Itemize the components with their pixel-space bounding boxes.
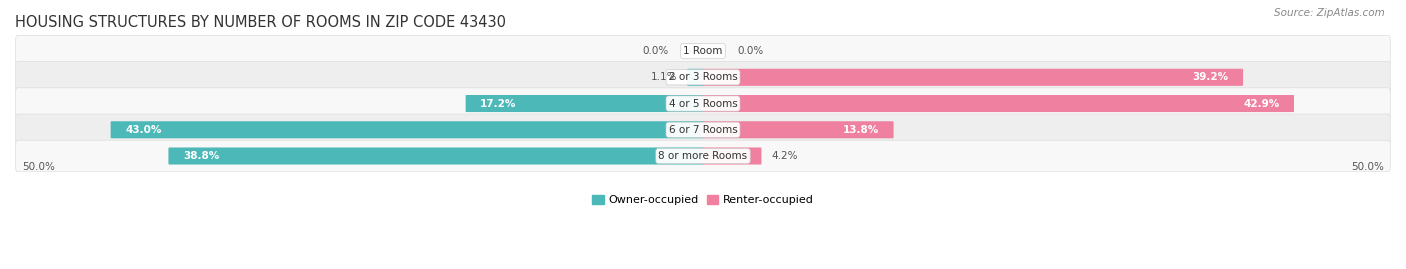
FancyBboxPatch shape [15, 140, 1391, 172]
Text: 0.0%: 0.0% [643, 46, 669, 56]
Text: 39.2%: 39.2% [1192, 72, 1229, 82]
Text: 6 or 7 Rooms: 6 or 7 Rooms [669, 125, 737, 135]
FancyBboxPatch shape [169, 147, 703, 165]
Text: 43.0%: 43.0% [125, 125, 162, 135]
Text: 8 or more Rooms: 8 or more Rooms [658, 151, 748, 161]
Text: Source: ZipAtlas.com: Source: ZipAtlas.com [1274, 8, 1385, 18]
FancyBboxPatch shape [465, 95, 703, 112]
Text: 38.8%: 38.8% [183, 151, 219, 161]
Text: 1 Room: 1 Room [683, 46, 723, 56]
Legend: Owner-occupied, Renter-occupied: Owner-occupied, Renter-occupied [588, 191, 818, 210]
Text: 0.0%: 0.0% [737, 46, 763, 56]
FancyBboxPatch shape [703, 121, 894, 138]
FancyBboxPatch shape [703, 95, 1294, 112]
Text: 4.2%: 4.2% [772, 151, 799, 161]
FancyBboxPatch shape [15, 35, 1391, 67]
Text: 17.2%: 17.2% [479, 98, 516, 109]
FancyBboxPatch shape [15, 114, 1391, 146]
Text: HOUSING STRUCTURES BY NUMBER OF ROOMS IN ZIP CODE 43430: HOUSING STRUCTURES BY NUMBER OF ROOMS IN… [15, 15, 506, 30]
FancyBboxPatch shape [15, 88, 1391, 119]
Text: 50.0%: 50.0% [22, 162, 55, 172]
FancyBboxPatch shape [703, 147, 762, 165]
FancyBboxPatch shape [688, 69, 703, 86]
Text: 50.0%: 50.0% [1351, 162, 1384, 172]
FancyBboxPatch shape [15, 62, 1391, 93]
Text: 1.1%: 1.1% [651, 72, 676, 82]
Text: 42.9%: 42.9% [1243, 98, 1279, 109]
Text: 13.8%: 13.8% [842, 125, 879, 135]
FancyBboxPatch shape [703, 69, 1243, 86]
Text: 4 or 5 Rooms: 4 or 5 Rooms [669, 98, 737, 109]
FancyBboxPatch shape [111, 121, 703, 138]
Text: 2 or 3 Rooms: 2 or 3 Rooms [669, 72, 737, 82]
